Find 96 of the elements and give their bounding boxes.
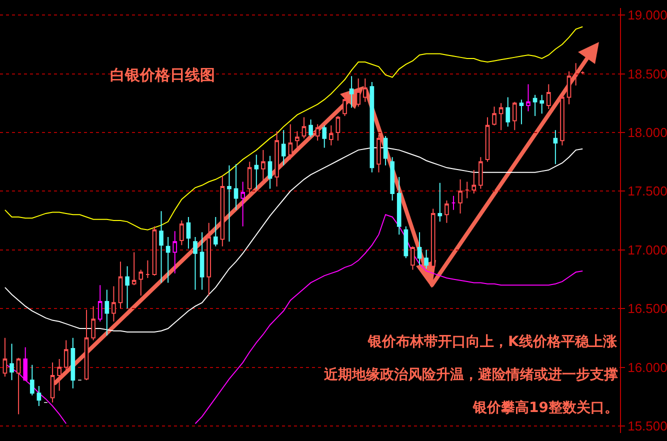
y-tick-label: 17.000 [628, 242, 667, 258]
candlestick [322, 124, 327, 148]
y-tick-label: 16.000 [628, 360, 667, 375]
candlestick [206, 222, 212, 296]
candlestick [512, 101, 517, 131]
candlestick [112, 286, 116, 322]
candlestick [540, 94, 544, 114]
candlestick [485, 116, 490, 162]
candlestick [193, 236, 198, 290]
candlestick [356, 78, 361, 108]
candlestick [574, 62, 578, 86]
candlestick [50, 362, 55, 403]
candlestick [438, 182, 442, 222]
candlestick [288, 124, 293, 160]
candlestick [376, 134, 381, 173]
candlestick [30, 364, 34, 396]
candlestick [404, 226, 408, 259]
candlestick [580, 70, 585, 74]
text: 白银价格日线图 [110, 66, 216, 84]
y-tick-label: 18.500 [628, 66, 667, 82]
candlestick [472, 170, 476, 194]
candlestick [519, 99, 524, 125]
annotation: 近期地缘政治风险升温，避险情绪或进一步支撑 [323, 366, 618, 383]
candlestick [417, 232, 422, 266]
candlestick [362, 78, 368, 102]
candlestick [553, 130, 558, 165]
candlestick [36, 386, 42, 406]
candlestick [64, 340, 68, 372]
candlestick [498, 102, 504, 131]
candlestick [410, 246, 415, 270]
candlestick [57, 358, 62, 392]
candlestick [336, 116, 340, 142]
annotation: 银价攀高19整数关口。 [472, 399, 618, 416]
candlestick [329, 124, 334, 146]
candlestick [302, 116, 306, 139]
candlestick [2, 337, 8, 378]
candlestick [179, 220, 184, 246]
y-tick-label: 19.000 [628, 8, 667, 23]
candlestick [152, 226, 157, 276]
candlestick [444, 200, 449, 224]
candlestick [532, 94, 538, 117]
candlestick [104, 289, 110, 336]
annotation: 银价布林带开口向上，K线价格平稳上涨 [367, 334, 618, 350]
candlestick [138, 269, 144, 296]
candlestick [146, 260, 150, 279]
candlestick [478, 156, 483, 190]
candlestick [240, 181, 245, 227]
candlestick [70, 337, 76, 389]
candlestick [281, 130, 286, 166]
candlestick [200, 232, 204, 290]
candlestick [274, 130, 279, 187]
candlestick [546, 84, 551, 110]
candlestick [451, 195, 456, 210]
candlestick [430, 208, 436, 270]
candlestick [396, 176, 402, 236]
candlestick [247, 161, 252, 194]
candlestick [118, 261, 123, 310]
candlestick [166, 236, 170, 284]
candlestick [370, 81, 374, 173]
line-series [4, 147, 584, 333]
candlestick [261, 150, 266, 184]
candlestick [526, 84, 530, 112]
candlestick [390, 156, 394, 202]
line-series [4, 26, 584, 230]
candlestick [295, 130, 300, 151]
candlestick [16, 357, 21, 415]
y-tick-label: 15.500 [628, 418, 667, 434]
candlestick [125, 266, 130, 310]
candlestick [91, 306, 96, 341]
candlestick [492, 106, 496, 126]
y-tick-label: 18.000 [628, 125, 667, 140]
candlestick [213, 216, 218, 247]
candlestick [458, 178, 462, 214]
candlestick [342, 92, 347, 117]
candlestick [464, 181, 470, 199]
candlestick [383, 135, 388, 166]
candlestick [315, 124, 320, 142]
candlestick [98, 284, 102, 322]
candlestick [220, 175, 225, 247]
candlestick [10, 343, 14, 381]
candlestick [227, 164, 232, 242]
candlestick [159, 210, 164, 284]
candlestick [172, 230, 178, 274]
candlestick [349, 76, 354, 108]
candlestick [84, 309, 89, 381]
candlestick [560, 94, 564, 146]
candlestick [186, 216, 191, 250]
candlestick [506, 96, 510, 128]
candlestick [308, 119, 313, 138]
candlestick [268, 155, 272, 190]
candlestick [132, 252, 136, 286]
candlestick [566, 70, 572, 105]
candlestick [254, 154, 259, 190]
y-tick-label: 16.500 [628, 301, 667, 316]
y-tick-label: 17.500 [628, 184, 667, 199]
candlestick [234, 164, 238, 210]
